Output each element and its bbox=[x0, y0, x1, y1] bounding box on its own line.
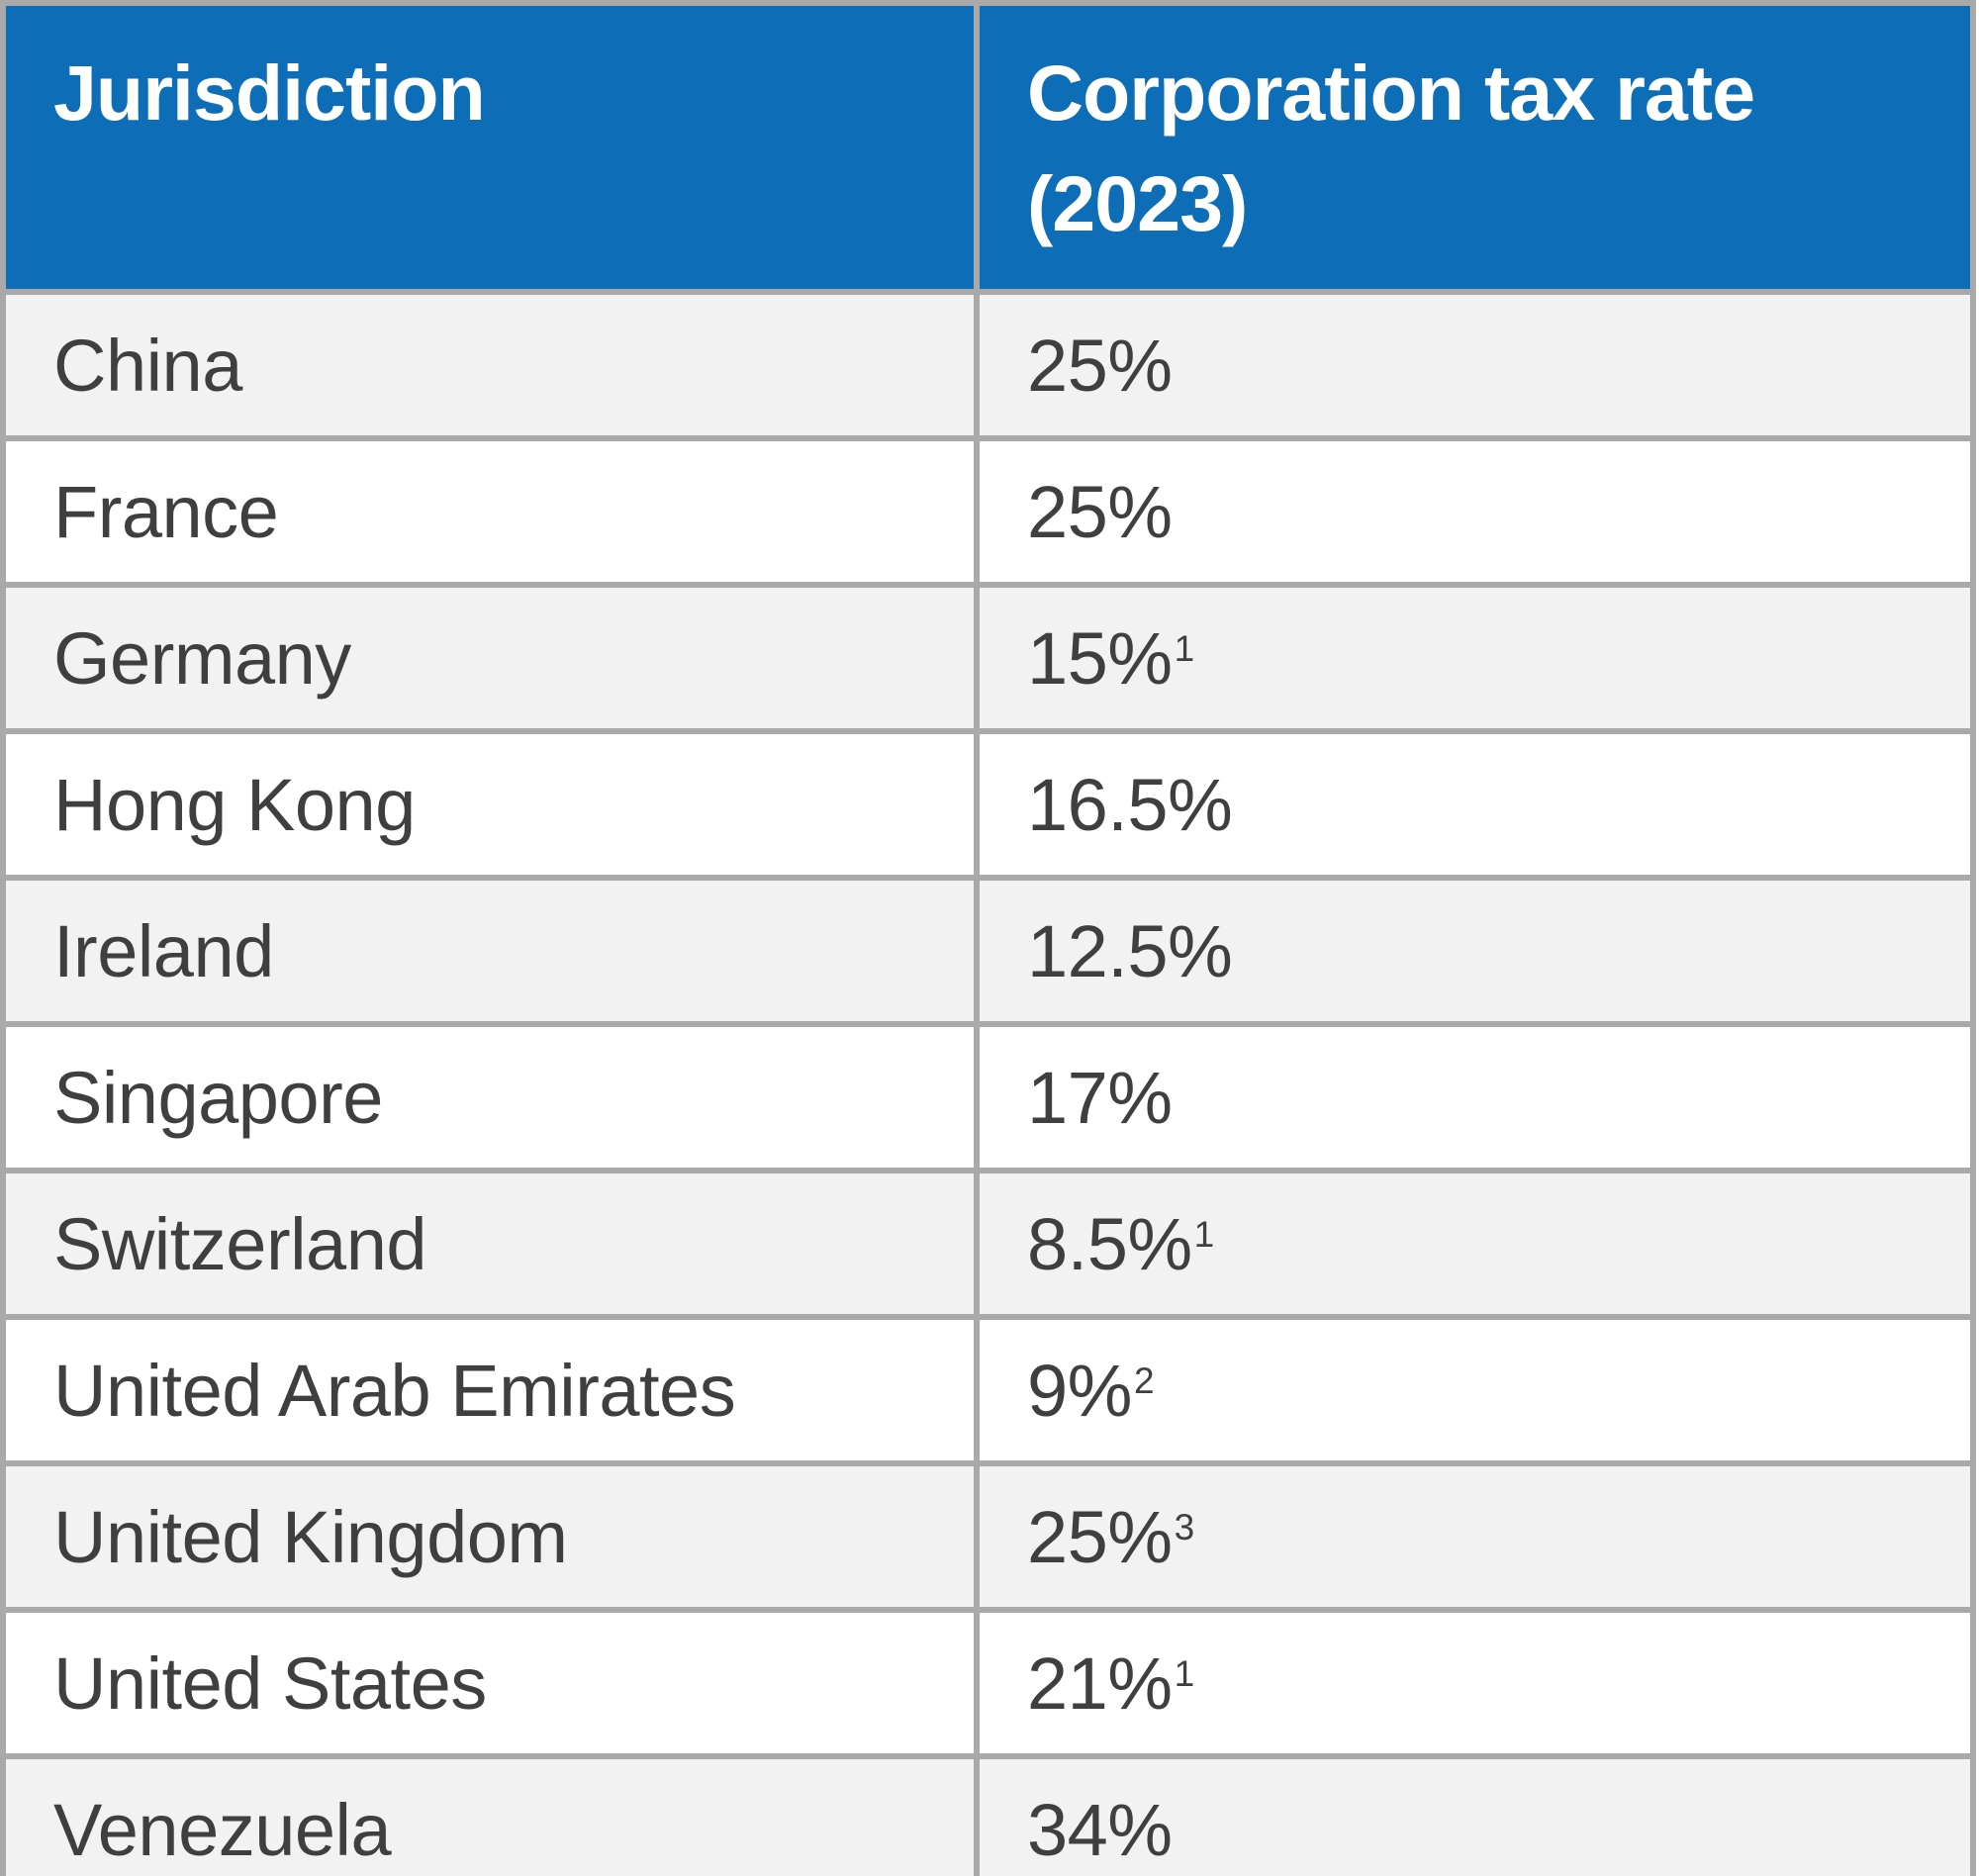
table-row: United Kingdom 25%3 bbox=[0, 1460, 1976, 1614]
table-row: Venezuela 34% bbox=[0, 1753, 1976, 1876]
rate-cell: 34% bbox=[974, 1753, 1976, 1876]
table-row: Germany 15%1 bbox=[0, 582, 1976, 735]
footnote-marker: 1 bbox=[1174, 627, 1195, 669]
footnote-marker: 1 bbox=[1193, 1213, 1215, 1255]
rate-cell: 12.5% bbox=[974, 875, 1976, 1028]
rate-cell: 8.5%1 bbox=[974, 1168, 1976, 1321]
rate-value: 17% bbox=[1027, 1056, 1173, 1139]
rate-cell: 21%1 bbox=[974, 1607, 1976, 1760]
table-body: China 25% France 25% Germany 15%1 Hong Kong 16.… bbox=[0, 289, 1976, 1876]
jurisdiction-cell: Germany bbox=[0, 582, 980, 735]
rate-cell: 25% bbox=[974, 435, 1976, 589]
column-header-tax-rate: Corporation tax rate (2023) bbox=[974, 0, 1976, 296]
table-row: Hong Kong 16.5% bbox=[0, 728, 1976, 882]
table-row: Switzerland 8.5%1 bbox=[0, 1168, 1976, 1321]
jurisdiction-cell: United Arab Emirates bbox=[0, 1314, 980, 1467]
rate-value: 12.5% bbox=[1027, 909, 1233, 992]
footnote-marker: 2 bbox=[1133, 1360, 1155, 1401]
jurisdiction-cell: China bbox=[0, 289, 980, 442]
rate-cell: 15%1 bbox=[974, 582, 1976, 735]
table-row: Ireland 12.5% bbox=[0, 875, 1976, 1028]
rate-value: 9% bbox=[1027, 1349, 1132, 1432]
jurisdiction-cell: France bbox=[0, 435, 980, 589]
jurisdiction-cell: Switzerland bbox=[0, 1168, 980, 1321]
rate-value: 8.5% bbox=[1027, 1202, 1192, 1285]
jurisdiction-cell: United States bbox=[0, 1607, 980, 1760]
rate-value: 25% bbox=[1027, 1495, 1173, 1578]
header-row: Jurisdiction Corporation tax rate (2023) bbox=[0, 0, 1976, 296]
table-row: China 25% bbox=[0, 289, 1976, 442]
jurisdiction-cell: Venezuela bbox=[0, 1753, 980, 1876]
rate-cell: 25%3 bbox=[974, 1460, 1976, 1614]
rate-value: 16.5% bbox=[1027, 763, 1233, 846]
column-header-jurisdiction: Jurisdiction bbox=[0, 0, 980, 296]
table-row: United States 21%1 bbox=[0, 1607, 1976, 1760]
footnote-marker: 1 bbox=[1174, 1652, 1195, 1694]
rate-value: 25% bbox=[1027, 470, 1173, 553]
rate-value: 25% bbox=[1027, 324, 1173, 407]
table-row: France 25% bbox=[0, 435, 1976, 589]
rate-value: 34% bbox=[1027, 1788, 1173, 1871]
rate-cell: 25% bbox=[974, 289, 1976, 442]
rate-cell: 9%2 bbox=[974, 1314, 1976, 1467]
jurisdiction-cell: Hong Kong bbox=[0, 728, 980, 882]
rate-cell: 16.5% bbox=[974, 728, 1976, 882]
table-row: Singapore 17% bbox=[0, 1021, 1976, 1174]
jurisdiction-cell: United Kingdom bbox=[0, 1460, 980, 1614]
jurisdiction-cell: Ireland bbox=[0, 875, 980, 1028]
rate-value: 21% bbox=[1027, 1642, 1173, 1725]
table-row: United Arab Emirates 9%2 bbox=[0, 1314, 1976, 1467]
jurisdiction-cell: Singapore bbox=[0, 1021, 980, 1174]
footnote-marker: 3 bbox=[1174, 1506, 1195, 1548]
rate-value: 15% bbox=[1027, 616, 1173, 700]
rate-cell: 17% bbox=[974, 1021, 1976, 1174]
